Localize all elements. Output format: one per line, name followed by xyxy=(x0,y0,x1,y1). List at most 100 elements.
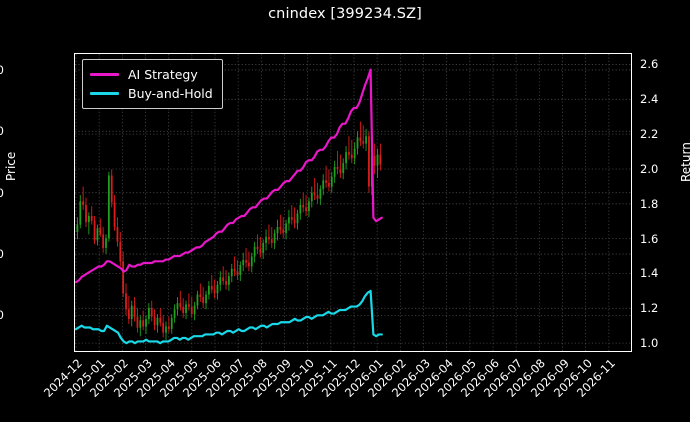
plot-canvas xyxy=(75,54,631,351)
y-tick-left-950: 950 xyxy=(0,124,4,139)
legend-item-ai-strategy[interactable]: AI Strategy xyxy=(90,65,213,84)
candle-body-down xyxy=(282,229,285,234)
candle-body-up xyxy=(228,276,230,285)
candle-body-down xyxy=(339,169,342,174)
candle-body-down xyxy=(222,277,225,282)
candle-body-up xyxy=(345,152,347,164)
candle-body-up xyxy=(156,317,159,326)
candle-body-up xyxy=(139,320,142,328)
candle-body-down xyxy=(159,317,162,323)
candle-body-up xyxy=(170,317,173,329)
candle-body-down xyxy=(373,155,376,166)
candle-body-up xyxy=(196,294,199,306)
candle-body-up xyxy=(76,224,79,232)
y-tick-right-2.4: 2.4 xyxy=(640,92,659,107)
candle-body-down xyxy=(268,236,270,240)
candle-body-up xyxy=(173,309,176,318)
candle-body-down xyxy=(316,195,319,199)
candle-body-down xyxy=(93,220,96,241)
legend-label: Buy-and-Hold xyxy=(128,86,213,101)
candle-body-up xyxy=(356,137,359,149)
candle-body-down xyxy=(202,297,205,304)
candle-body-down xyxy=(328,182,330,187)
candle-body-down xyxy=(233,268,236,272)
candle-body-down xyxy=(153,316,156,326)
candle-body-down xyxy=(125,293,127,310)
candle-body-up xyxy=(296,213,299,224)
candle-body-up xyxy=(165,326,167,333)
candle-body-up xyxy=(276,227,279,234)
y-tick-right-1.0: 1.0 xyxy=(640,336,659,351)
candle-body-down xyxy=(368,136,370,187)
candle-body-down xyxy=(122,261,125,294)
candle-body-down xyxy=(119,241,122,262)
y-axis-label-right: Return xyxy=(679,142,690,182)
candle-body-down xyxy=(350,154,353,159)
candle-body-down xyxy=(279,227,282,230)
candle-body-down xyxy=(199,294,202,297)
candle-body-down xyxy=(210,285,213,290)
legend-item-buy-and-hold[interactable]: Buy-and-Hold xyxy=(90,84,213,103)
candle-body-down xyxy=(293,219,296,224)
y-tick-left-900: 900 xyxy=(0,185,4,200)
candle-body-up xyxy=(330,176,333,187)
candle-body-down xyxy=(379,154,382,165)
candle-body-down xyxy=(82,201,85,205)
candle-body-down xyxy=(348,152,350,155)
candle-body-up xyxy=(353,148,356,159)
y-axis-label-left: Price xyxy=(4,151,18,181)
y-tick-right-1.8: 1.8 xyxy=(640,196,659,211)
candle-body-up xyxy=(288,217,290,224)
candle-body-up xyxy=(239,265,242,275)
y-tick-left-800: 800 xyxy=(0,308,4,323)
candle-body-up xyxy=(193,305,196,315)
candle-body-down xyxy=(259,249,262,253)
legend-swatch-icon xyxy=(90,92,119,95)
candle-body-up xyxy=(322,180,325,189)
candle-body-down xyxy=(290,217,293,220)
candle-body-down xyxy=(99,228,102,235)
candle-body-down xyxy=(236,271,239,275)
y-tick-right-1.2: 1.2 xyxy=(640,301,659,316)
candle-body-up xyxy=(145,319,147,327)
candle-body-up xyxy=(376,154,379,166)
series-line-buy-and-hold xyxy=(75,289,383,345)
y-tick-right-1.6: 1.6 xyxy=(640,231,659,246)
candle-body-down xyxy=(133,305,136,317)
candle-body-up xyxy=(96,228,99,241)
candle-body-down xyxy=(336,166,339,170)
candle-body-up xyxy=(87,216,90,223)
y-tick-right-1.4: 1.4 xyxy=(640,266,659,281)
candle-body-down xyxy=(225,281,227,285)
y-tick-left-1000: 1000 xyxy=(0,62,4,77)
y-tick-right-2.2: 2.2 xyxy=(640,127,659,142)
candle-body-down xyxy=(188,304,190,307)
line-series xyxy=(75,68,383,345)
grid-lines xyxy=(75,54,631,351)
y-tick-right-2.6: 2.6 xyxy=(640,57,659,72)
candle-body-down xyxy=(325,180,327,183)
candle-body-up xyxy=(250,256,253,267)
candle-body-down xyxy=(136,316,139,328)
candle-body-up xyxy=(176,303,179,310)
candle-body-up xyxy=(79,201,82,225)
candlestick-series xyxy=(76,121,382,340)
candle-body-up xyxy=(253,246,256,257)
candle-body-down xyxy=(110,175,113,203)
candle-body-down xyxy=(362,141,365,144)
candle-body-up xyxy=(219,277,222,285)
candle-body-up xyxy=(265,236,267,243)
candle-body-down xyxy=(245,260,247,263)
candle-body-down xyxy=(270,239,273,243)
candle-body-down xyxy=(127,309,130,320)
candle-body-up xyxy=(273,233,276,243)
candle-body-up xyxy=(342,163,345,174)
candle-body-up xyxy=(299,204,302,214)
candle-body-down xyxy=(190,306,193,315)
candle-body-down xyxy=(305,207,307,212)
candle-body-up xyxy=(262,243,265,253)
candle-body-up xyxy=(285,223,287,234)
chart-title: cnindex [399234.SZ] xyxy=(268,6,422,22)
candle-body-up xyxy=(242,260,245,266)
